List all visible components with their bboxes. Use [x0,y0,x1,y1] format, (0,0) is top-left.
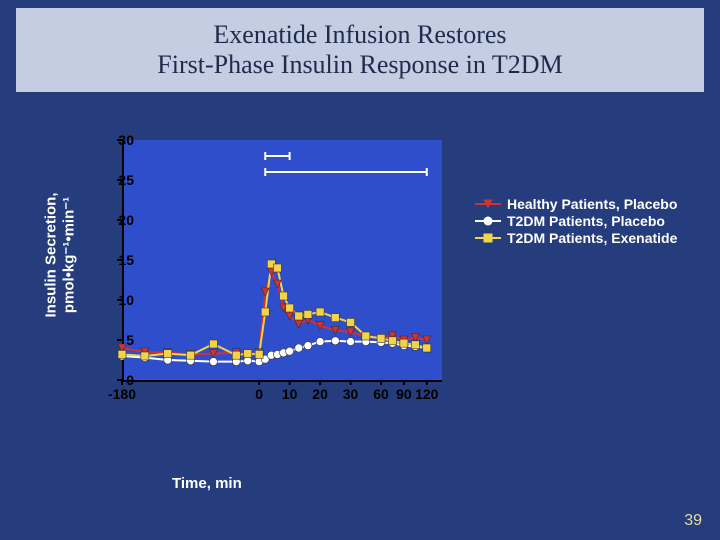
legend-marker-icon [475,197,501,211]
legend-marker-icon [475,214,501,228]
legend-label: T2DM Patients, Placebo [507,213,665,229]
title-box: Exenatide Infusion RestoresFirst-Phase I… [16,8,704,92]
legend-label: T2DM Patients, Exenatide [507,230,677,246]
x-tick-label: 60 [373,386,389,402]
page-number: 39 [684,512,702,530]
legend-label: Healthy Patients, Placebo [507,196,677,212]
x-tick-label: -180 [108,386,136,402]
slide-title: Exenatide Infusion RestoresFirst-Phase I… [157,20,562,80]
x-tick-label: 90 [396,386,412,402]
x-tick-label: 120 [415,386,438,402]
y-tick-label: 25 [84,172,134,188]
x-tick-label: 10 [282,386,298,402]
legend-marker-icon [475,231,501,245]
legend-item: T2DM Patients, Exenatide [475,230,677,246]
y-tick-label: 10 [84,292,134,308]
x-axis-label: Time, min [172,475,242,492]
y-tick-label: 20 [84,212,134,228]
y-axis-label: Insulin Secretion,pmol•kg⁻¹•min⁻¹ [43,192,78,317]
legend: Healthy Patients, PlaceboT2DM Patients, … [475,195,677,247]
chart-svg [80,130,460,430]
y-tick-label: 15 [84,252,134,268]
x-tick-label: 30 [343,386,359,402]
x-tick-label: 20 [312,386,328,402]
x-tick-label: 0 [255,386,263,402]
chart: 051015202530 -18001020306090120 [80,130,460,430]
legend-item: Healthy Patients, Placebo [475,196,677,212]
legend-item: T2DM Patients, Placebo [475,213,677,229]
y-tick-label: 30 [84,132,134,148]
y-tick-label: 5 [84,332,134,348]
slide: Exenatide Infusion RestoresFirst-Phase I… [0,0,720,540]
